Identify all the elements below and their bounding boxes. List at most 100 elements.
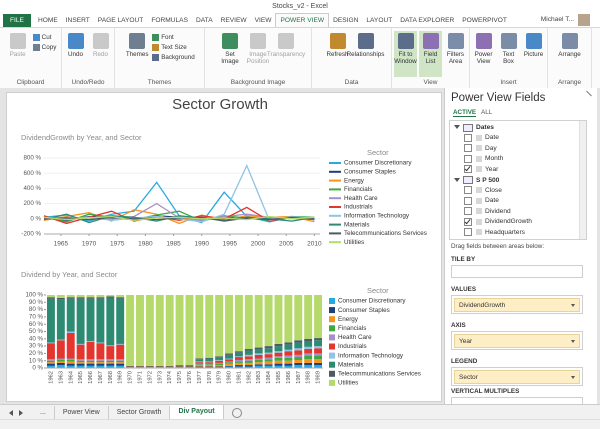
legend-label: Consumer Staples bbox=[344, 168, 396, 175]
button-label: Picture bbox=[523, 51, 544, 58]
bar-segment bbox=[185, 366, 194, 368]
ribbon-tab[interactable]: DESIGN bbox=[333, 16, 359, 24]
ribbon-button[interactable]: Relationships bbox=[347, 31, 384, 77]
ribbon-button[interactable]: Text Size bbox=[152, 44, 195, 51]
ribbon-tab[interactable]: FILE bbox=[3, 13, 31, 27]
ribbon-tab[interactable]: POWERPIVOT bbox=[462, 16, 507, 24]
button-label: Arrange bbox=[558, 51, 581, 58]
pane-tab[interactable]: ACTIVE bbox=[453, 109, 477, 117]
chart-title: Dividend by Year, and Sector bbox=[21, 270, 118, 279]
bar-segment bbox=[195, 295, 204, 359]
ribbon-button[interactable]: Power View bbox=[472, 31, 495, 77]
ribbon-button[interactable]: Text Box bbox=[497, 31, 520, 77]
ribbon-button[interactable]: Font bbox=[152, 34, 195, 41]
pane-tab[interactable]: ALL bbox=[481, 109, 493, 116]
ribbon-tab[interactable]: POWER VIEW bbox=[275, 13, 330, 27]
field-row[interactable]: Month bbox=[464, 154, 503, 163]
bar-segment bbox=[225, 359, 233, 362]
checkbox[interactable] bbox=[464, 228, 472, 236]
checkbox[interactable] bbox=[464, 196, 472, 205]
x-tick-label: 2005 bbox=[279, 241, 294, 248]
checkbox[interactable] bbox=[464, 133, 472, 142]
ribbon-tab[interactable]: DATA bbox=[195, 16, 213, 24]
user-name[interactable]: Michael T... bbox=[540, 16, 574, 23]
new-sheet[interactable] bbox=[231, 407, 242, 418]
ribbon-button[interactable]: Refresh bbox=[325, 31, 351, 77]
drop-area[interactable] bbox=[451, 397, 583, 404]
ribbon-tab[interactable]: REVIEW bbox=[220, 16, 247, 24]
ribbon-tab[interactable]: LAYOUT bbox=[366, 16, 393, 24]
drop-area[interactable]: Sector bbox=[451, 367, 583, 386]
sheet-tab[interactable]: Sector Growth bbox=[109, 405, 171, 420]
sheet-tab[interactable]: Power View bbox=[55, 405, 109, 420]
bar-segment bbox=[56, 359, 65, 362]
ribbon-button[interactable]: Undo bbox=[64, 31, 87, 77]
drop-area[interactable]: Year bbox=[451, 331, 583, 350]
ribbon-tab[interactable]: DATA EXPLORER bbox=[400, 16, 455, 24]
field-row[interactable]: Day bbox=[464, 144, 497, 152]
y-tick-label: 800 % bbox=[23, 155, 41, 162]
ribbon-button[interactable]: Image Position bbox=[245, 31, 271, 77]
ribbon-button[interactable]: Filters Area bbox=[444, 31, 467, 77]
legend-label: Energy bbox=[338, 316, 359, 323]
chip-label: DividendGrowth bbox=[459, 301, 506, 309]
ribbon-button[interactable]: Copy bbox=[32, 44, 56, 51]
ribbon-tab[interactable]: HOME bbox=[37, 16, 58, 24]
ribbon-button[interactable]: Cut bbox=[32, 34, 57, 41]
button-row: Arrange bbox=[550, 31, 589, 77]
sheet-tab[interactable]: ... bbox=[32, 405, 55, 420]
checkbox[interactable] bbox=[464, 154, 472, 163]
field-row[interactable]: Date bbox=[464, 133, 499, 142]
ribbon-button[interactable]: Arrange bbox=[557, 31, 583, 77]
legend-label: Consumer Staples bbox=[338, 307, 390, 314]
bar-segment bbox=[116, 298, 125, 344]
table-row[interactable]: Dates bbox=[454, 123, 494, 132]
ribbon-tab[interactable]: INSERT bbox=[65, 16, 90, 24]
checkbox[interactable] bbox=[464, 207, 472, 215]
ribbon-tab[interactable]: PAGE LAYOUT bbox=[97, 16, 144, 24]
field-row[interactable]: Dividend bbox=[464, 207, 511, 215]
bar-segment bbox=[86, 359, 95, 361]
button-icon bbox=[250, 33, 266, 49]
ribbon-button[interactable]: Paste bbox=[5, 31, 31, 77]
field-row[interactable]: Year bbox=[464, 164, 498, 173]
button-icon bbox=[32, 34, 40, 41]
checkbox[interactable] bbox=[464, 186, 472, 194]
drop-area[interactable] bbox=[451, 265, 583, 278]
ribbon-button[interactable]: Redo bbox=[89, 31, 112, 77]
button-row: Themes Font Text Size Background bbox=[117, 31, 202, 77]
user-avatar[interactable] bbox=[578, 14, 590, 26]
ribbon-button[interactable]: Field List bbox=[419, 31, 442, 77]
checkbox[interactable] bbox=[464, 144, 472, 152]
bar-segment bbox=[56, 339, 65, 341]
table-row[interactable]: S P 500 bbox=[454, 176, 499, 185]
field-row[interactable]: Date bbox=[464, 196, 499, 205]
legend-label: Information Technology bbox=[344, 212, 410, 219]
ribbon-button[interactable]: Background bbox=[152, 54, 195, 61]
field-chip[interactable]: DividendGrowth bbox=[454, 298, 580, 312]
bar-segment bbox=[195, 362, 204, 364]
ribbon-button[interactable]: Picture bbox=[522, 31, 545, 77]
checkbox[interactable] bbox=[464, 217, 472, 226]
prev-sheet[interactable] bbox=[6, 409, 13, 416]
field-row[interactable]: DividendGrowth bbox=[464, 217, 532, 226]
ribbon-button[interactable]: Themes bbox=[124, 31, 150, 77]
field-row[interactable]: Close bbox=[464, 186, 502, 194]
bar-segment bbox=[234, 361, 243, 363]
drop-area[interactable]: DividendGrowth bbox=[451, 295, 583, 314]
bar-segment bbox=[264, 295, 273, 347]
close-button[interactable] bbox=[581, 90, 592, 102]
next-sheet[interactable] bbox=[19, 409, 26, 416]
field-chip[interactable]: Sector bbox=[454, 370, 580, 384]
field-row[interactable]: Headquarters bbox=[464, 228, 525, 236]
bar-segment bbox=[106, 359, 115, 361]
button-label: Field List bbox=[423, 51, 438, 65]
ribbon-button[interactable]: Set Image bbox=[217, 31, 243, 77]
ribbon-tab[interactable]: FORMULAS bbox=[151, 16, 188, 24]
ribbon-button[interactable]: Transparency bbox=[267, 31, 305, 77]
checkbox[interactable] bbox=[464, 164, 472, 173]
ribbon-button[interactable]: Fit to Window bbox=[394, 31, 417, 77]
area-label: LEGEND bbox=[451, 358, 478, 365]
ribbon-tab[interactable]: VIEW bbox=[254, 16, 272, 24]
field-chip[interactable]: Year bbox=[454, 334, 580, 348]
